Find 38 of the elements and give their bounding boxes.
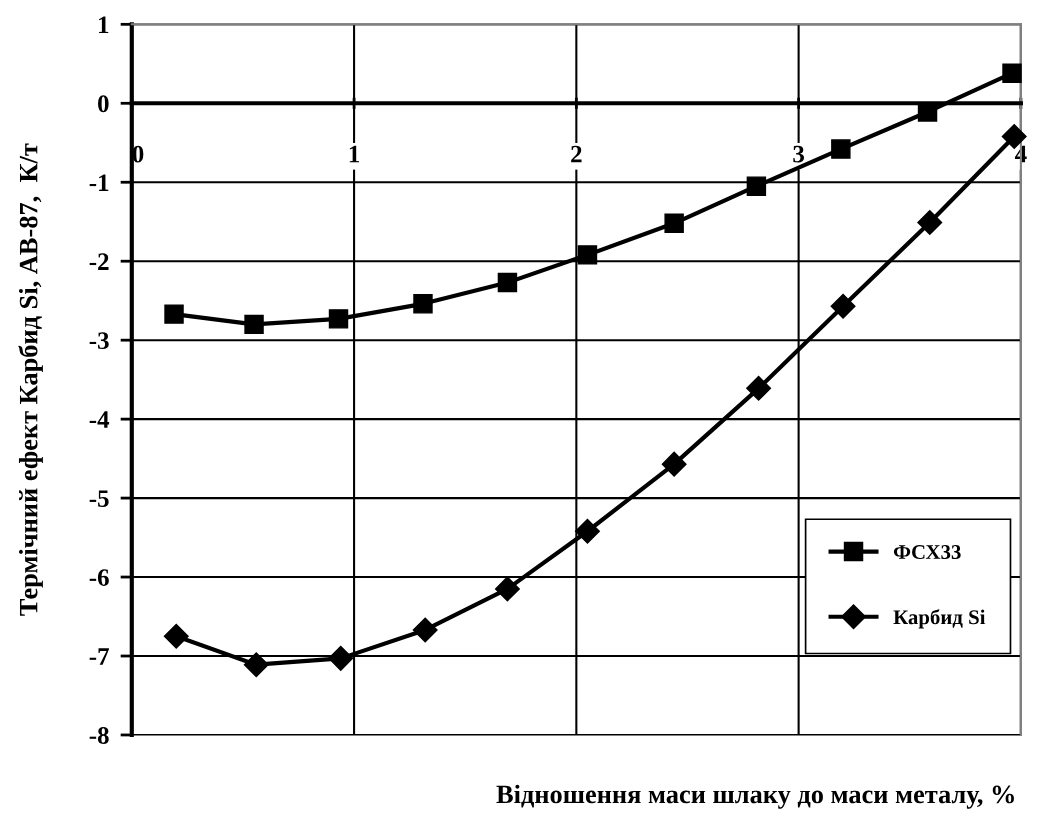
x-tick-label: 3 <box>793 145 805 163</box>
point <box>831 139 851 159</box>
point <box>412 617 438 643</box>
y-tick-label: -1 <box>89 174 109 191</box>
y-tick-label: -2 <box>89 253 109 270</box>
point <box>494 576 520 602</box>
point <box>746 176 767 196</box>
point <box>244 314 264 335</box>
point <box>243 652 269 678</box>
legend-label: Карбид Si <box>893 609 986 629</box>
point <box>746 375 772 401</box>
y-tick-label: -4 <box>89 411 110 428</box>
y-tick-label: -5 <box>89 490 109 508</box>
point <box>163 623 189 649</box>
point <box>574 518 600 544</box>
y-tick-label: -6 <box>89 569 109 586</box>
legend-label: ФСХ33 <box>893 545 961 560</box>
y-tick-label: 1 <box>99 16 109 33</box>
point <box>661 451 687 477</box>
point <box>664 213 684 234</box>
point <box>164 304 184 324</box>
point <box>1002 63 1022 84</box>
point <box>328 645 354 671</box>
y-axis-title: Термічний ефект Карбид Si, АВ-87, К/т <box>18 143 43 616</box>
point <box>497 272 518 293</box>
y-tick-label: -7 <box>89 648 109 665</box>
point <box>413 294 433 314</box>
x-axis-title: Відношення маси шлаку до маси металу, % <box>496 784 1014 809</box>
point <box>577 245 598 265</box>
y-tick-label: 0 <box>98 95 109 113</box>
x-tick-label: 1 <box>349 145 360 163</box>
point <box>328 309 349 329</box>
y-tick-label: -3 <box>89 332 109 350</box>
x-tick-label: 2 <box>571 145 582 163</box>
point <box>917 102 938 122</box>
y-tick-label: -8 <box>89 727 109 744</box>
point <box>917 210 943 235</box>
point <box>830 293 856 319</box>
